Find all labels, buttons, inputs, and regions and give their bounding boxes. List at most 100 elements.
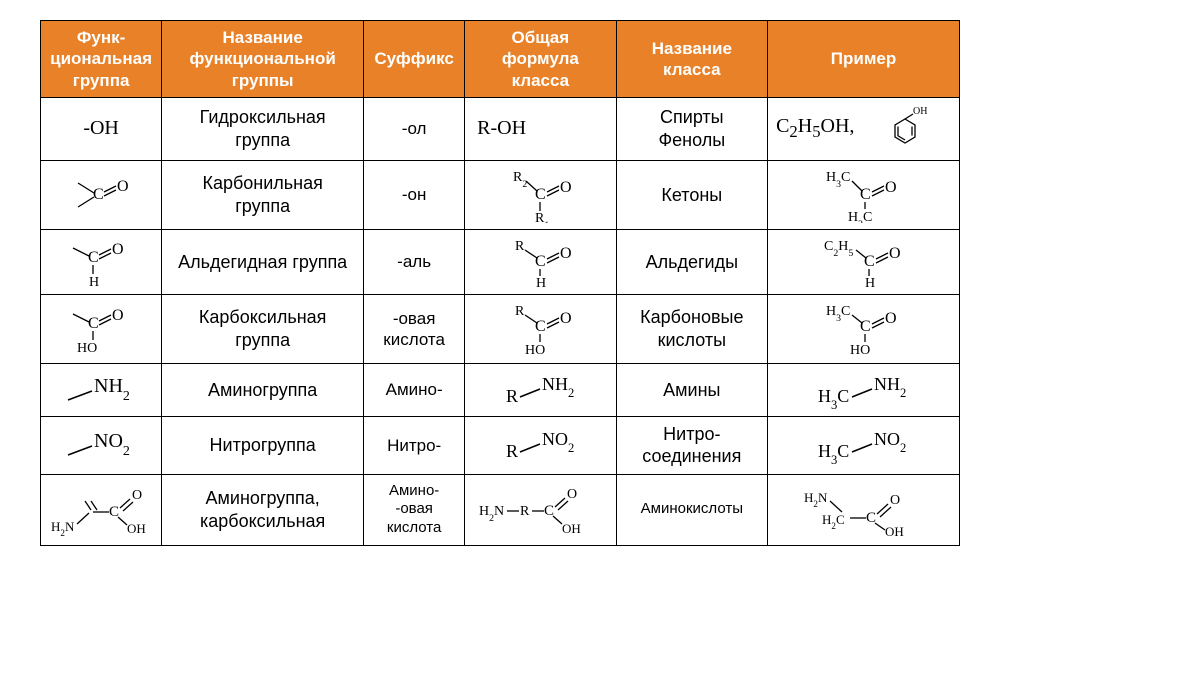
svg-text:NO2: NO2: [94, 430, 130, 459]
svg-text:H3C: H3C: [818, 386, 849, 410]
svg-text:NH2: NH2: [542, 374, 574, 400]
name-cell: Карбоксильнаягруппа: [162, 294, 364, 363]
formula-cell: R NH2: [465, 363, 616, 416]
example-text: C2H5OH,: [776, 114, 854, 143]
acetic-acid-icon: H3C C O HO: [814, 301, 914, 357]
svg-text:C: C: [864, 253, 875, 270]
amino-group-icon: NH2: [56, 370, 146, 410]
suffix-cell: Амино--оваякислота: [364, 474, 465, 545]
group-cell: H2N C O OH: [41, 474, 162, 545]
table-row: H2N C O OH Аминогруппа,карбоксильная Ами…: [41, 474, 960, 545]
svg-text:OH: OH: [913, 106, 927, 117]
col-header-2: Суффикс: [364, 21, 465, 98]
class-cell: Кетоны: [616, 160, 767, 229]
svg-text:HO: HO: [850, 343, 870, 357]
aldehyde-formula-icon: R C O H: [495, 236, 585, 288]
svg-text:H: H: [89, 275, 99, 288]
svg-text:H3C: H3C: [818, 441, 849, 465]
suffix-cell: Нитро-: [364, 416, 465, 474]
svg-text:O: O: [567, 487, 577, 502]
svg-text:O: O: [889, 245, 901, 262]
svg-text:NH2: NH2: [94, 375, 130, 404]
svg-text:O: O: [112, 307, 124, 324]
name-cell: Гидроксильнаягруппа: [162, 97, 364, 160]
example-cell: H3C C O H3C: [768, 160, 960, 229]
example-cell: H3C NH2: [768, 363, 960, 416]
name-cell: Нитрогруппа: [162, 416, 364, 474]
svg-text:H3C: H3C: [826, 170, 850, 190]
svg-text:NO2: NO2: [542, 429, 574, 455]
header-row: Функ-циональнаягруппа Названиефункционал…: [41, 21, 960, 98]
svg-text:H2C: H2C: [822, 512, 845, 531]
svg-text:O: O: [560, 310, 572, 327]
suffix-cell: -он: [364, 160, 465, 229]
col-header-0: Функ-циональнаягруппа: [41, 21, 162, 98]
svg-text:R: R: [515, 304, 525, 319]
svg-text:C: C: [544, 503, 554, 519]
svg-text:C: C: [860, 318, 871, 335]
svg-text:H3C: H3C: [826, 304, 850, 324]
aminoacid-group-icon: H2N C O OH: [49, 481, 159, 539]
col-header-1: Названиефункциональнойгруппы: [162, 21, 364, 98]
svg-text:HO: HO: [525, 343, 545, 357]
table-row: NH2 Аминогруппа Амино- R NH2 Амины H3C N…: [41, 363, 960, 416]
formula-cell: H2N R C O OH: [465, 474, 616, 545]
group-cell: C O H: [41, 229, 162, 294]
aldehyde-group-icon: C O H: [61, 236, 141, 288]
example-cell: C2H5 C O H: [768, 229, 960, 294]
class-cell: Нитро-соединения: [616, 416, 767, 474]
nitro-group-icon: NO2: [56, 425, 146, 465]
nitro-formula-icon: R NO2: [490, 425, 590, 465]
formula-cell: R C O HO: [465, 294, 616, 363]
aminoacid-formula-icon: H2N R C O OH: [475, 483, 605, 537]
svg-text:C: C: [93, 186, 104, 203]
suffix-cell: Амино-: [364, 363, 465, 416]
svg-text:O: O: [890, 493, 900, 508]
ketone-formula-icon: R2 C O R1: [495, 167, 585, 223]
svg-text:R: R: [506, 386, 518, 406]
svg-text:H2N: H2N: [804, 490, 828, 509]
glycine-icon: H2N H2C C O OH: [794, 482, 934, 538]
example-cell: H3C NO2: [768, 416, 960, 474]
svg-text:OH: OH: [885, 524, 904, 538]
svg-text:H3C: H3C: [848, 210, 872, 223]
methylamine-icon: H3C NH2: [804, 370, 924, 410]
name-cell: Аминогруппа: [162, 363, 364, 416]
table-row: NO2 Нитрогруппа Нитро- R NO2 Нитро-соеди…: [41, 416, 960, 474]
formula-cell: R2 C O R1: [465, 160, 616, 229]
col-header-4: Названиекласса: [616, 21, 767, 98]
svg-text:R: R: [506, 441, 518, 461]
svg-text:C: C: [88, 315, 99, 332]
class-cell: Альдегиды: [616, 229, 767, 294]
name-cell: Карбонильнаягруппа: [162, 160, 364, 229]
acetone-icon: H3C C O H3C: [814, 167, 914, 223]
phenol-icon: OH: [883, 104, 927, 154]
svg-text:O: O: [885, 310, 897, 327]
carbonyl-group-icon: C O: [66, 171, 136, 219]
svg-text:H: H: [536, 276, 546, 288]
group-cell: C O: [41, 160, 162, 229]
amine-formula-icon: R NH2: [490, 370, 590, 410]
suffix-cell: -ол: [364, 97, 465, 160]
svg-text:R: R: [520, 504, 530, 519]
nitromethane-icon: H3C NO2: [804, 425, 924, 465]
svg-text:R2: R2: [513, 170, 527, 190]
class-cell: Амины: [616, 363, 767, 416]
svg-text:HO: HO: [77, 341, 97, 356]
name-cell: Аминогруппа,карбоксильная: [162, 474, 364, 545]
svg-text:O: O: [132, 488, 142, 503]
suffix-cell: -оваякислота: [364, 294, 465, 363]
svg-text:H2N: H2N: [51, 519, 75, 538]
svg-text:C: C: [535, 186, 546, 203]
svg-text:NH2: NH2: [874, 374, 906, 400]
svg-text:C: C: [535, 318, 546, 335]
svg-text:H: H: [865, 276, 875, 288]
svg-text:C: C: [866, 510, 876, 526]
example-cell: C2H5OH, OH: [768, 97, 960, 160]
svg-text:H2N: H2N: [479, 504, 504, 524]
class-cell: Карбоновыекислоты: [616, 294, 767, 363]
svg-text:NO2: NO2: [874, 429, 906, 455]
svg-text:R: R: [515, 239, 525, 254]
svg-text:OH: OH: [127, 521, 146, 536]
formula-cell: R-OH: [465, 97, 616, 160]
